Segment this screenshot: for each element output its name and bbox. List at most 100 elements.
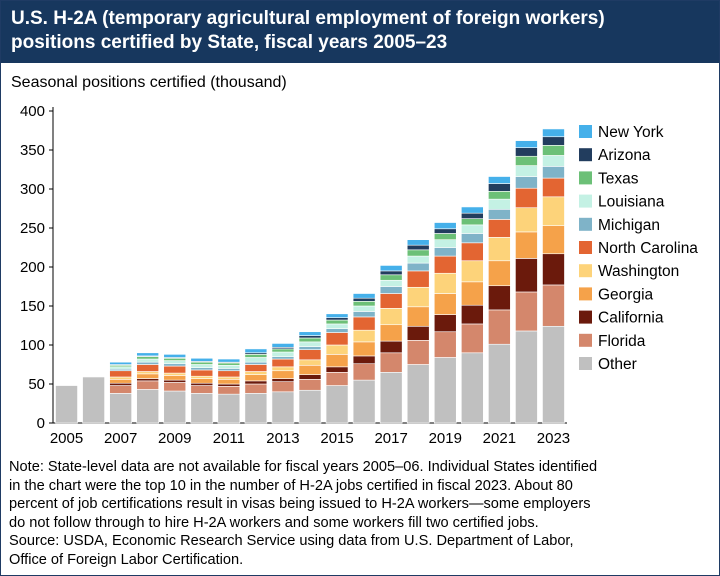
bar-segment-north-carolina <box>109 370 132 378</box>
bar-segment-arizona <box>325 317 349 321</box>
bar-segment-north-carolina <box>190 369 214 377</box>
bar-segment-louisiana <box>109 366 132 370</box>
x-tick-label: 2015 <box>320 430 353 447</box>
y-tick-label: 50 <box>28 376 45 393</box>
bar-segment-north-carolina <box>163 365 187 374</box>
bar-segment-texas <box>433 233 457 241</box>
legend-label: New York <box>598 124 664 141</box>
bar-segment-georgia <box>488 260 511 287</box>
legend-label: Michigan <box>598 217 660 234</box>
y-tick-label: 150 <box>20 298 45 315</box>
bar-segment-louisiana <box>461 224 484 234</box>
bar-segment-texas <box>406 249 430 257</box>
y-axis-label: Seasonal positions certified (thousand) <box>11 74 287 91</box>
legend-swatch <box>579 148 592 162</box>
bar-segment-california <box>136 378 159 382</box>
bar-segment-michigan <box>217 368 241 372</box>
y-tick-label: 400 <box>20 103 45 120</box>
legend-label: Georgia <box>598 286 654 303</box>
bar-segment-california <box>217 383 241 387</box>
bar-segment-louisiana <box>433 239 457 248</box>
bar-segment-georgia <box>109 379 132 384</box>
y-tick-label: 100 <box>20 337 45 354</box>
bar-segment-texas <box>244 354 268 358</box>
bar-segment-texas <box>542 145 565 156</box>
bar-segment-louisiana <box>352 305 376 312</box>
bar-segment-new-york <box>298 331 322 336</box>
bar-segment-texas <box>217 362 241 366</box>
bar-segment-north-carolina <box>406 270 430 288</box>
bar-segment-arizona <box>542 136 565 146</box>
bar-segment-louisiana <box>163 360 187 365</box>
bar-segment-california <box>352 355 376 365</box>
legend-label: Washington <box>598 263 679 280</box>
legend-label: California <box>598 310 664 327</box>
note-line: do not follow through to hire H-2A worke… <box>9 514 539 531</box>
legend-swatch <box>579 217 592 231</box>
bar-segment-georgia <box>515 231 538 259</box>
bar-segment-washington <box>217 376 241 380</box>
bar-segment-texas <box>325 319 349 325</box>
note-line: Source: USDA, Economic Research Service … <box>9 533 574 550</box>
bar-segment-washington <box>244 371 268 375</box>
bar-segment-michigan <box>542 166 565 179</box>
bar-segment-florida <box>379 352 403 373</box>
x-tick-label: 2017 <box>374 430 407 447</box>
bar-segment-california <box>488 285 511 311</box>
bar-segment-north-carolina <box>325 332 349 346</box>
bar-segment-michigan <box>488 208 511 220</box>
bar-segment-california <box>109 382 132 386</box>
legend-swatch <box>579 310 592 324</box>
bar-segment-new-york <box>325 313 349 318</box>
x-tick-label: 2007 <box>104 430 137 447</box>
bar-segment-other <box>298 389 322 424</box>
bar-segment-other <box>244 393 268 424</box>
bar-segment-louisiana <box>136 358 159 363</box>
bar-segment-georgia <box>136 373 159 379</box>
bar-segment-georgia <box>461 281 484 306</box>
bar-segment-georgia <box>406 306 430 327</box>
bar-segment-florida <box>515 291 538 332</box>
legend-label: Texas <box>598 170 639 187</box>
bar-segment-arizona <box>406 244 430 251</box>
legend-label: Other <box>598 356 637 373</box>
y-tick-label: 350 <box>20 142 45 159</box>
bar-segment-washington <box>163 372 187 376</box>
chart-title-line-1: U.S. H-2A (temporary agricultural employ… <box>11 8 605 29</box>
bar-segment-florida <box>542 284 565 327</box>
bar-segment-california <box>433 314 457 333</box>
bar-segment-new-york <box>488 176 511 184</box>
bar-segment-louisiana <box>379 279 403 287</box>
title-bar: U.S. H-2A (temporary agricultural employ… <box>1 1 719 63</box>
bar-segment-other <box>163 390 187 424</box>
legend-label: Florida <box>598 333 646 350</box>
bar-segment-north-carolina <box>136 364 159 372</box>
bar-segment-new-york <box>244 348 268 354</box>
bar-segment-georgia <box>163 375 187 381</box>
bar-segment-florida <box>461 323 484 354</box>
bar-segment-new-york <box>542 128 565 138</box>
bar-segment-arizona <box>515 147 538 157</box>
legend-label: Arizona <box>598 147 651 164</box>
note-line: Office of Foreign Labor Certification. <box>9 551 244 568</box>
bar-segment-florida <box>298 379 322 391</box>
note-line: Note: State-level data are not available… <box>9 459 598 475</box>
stacked-bar-chart: 0 50 100 150 200 250 300 350 400 2005 2007 2009 2011… <box>20 103 698 447</box>
bar-segment-north-carolina <box>244 364 268 372</box>
bar-segment-north-carolina <box>542 177 565 198</box>
bar-segment-new-york <box>433 222 457 230</box>
bar-segment-florida <box>190 385 214 394</box>
bar-segment-georgia <box>542 225 565 255</box>
bar-segment-texas <box>163 357 187 361</box>
bar-segment-arizona <box>461 212 484 219</box>
bar-segment-new-york <box>163 354 187 358</box>
bar-segment-california <box>190 382 214 386</box>
bar-segment-florida <box>352 363 376 381</box>
bar-segment-north-carolina <box>461 242 484 262</box>
bar-segment-other <box>271 391 295 424</box>
bar-segment-michigan <box>461 233 484 244</box>
bar-segment-texas <box>461 218 484 226</box>
bar-segment-texas <box>352 301 376 307</box>
bar-segment-washington <box>109 376 132 380</box>
y-tick-label: 200 <box>20 259 45 276</box>
